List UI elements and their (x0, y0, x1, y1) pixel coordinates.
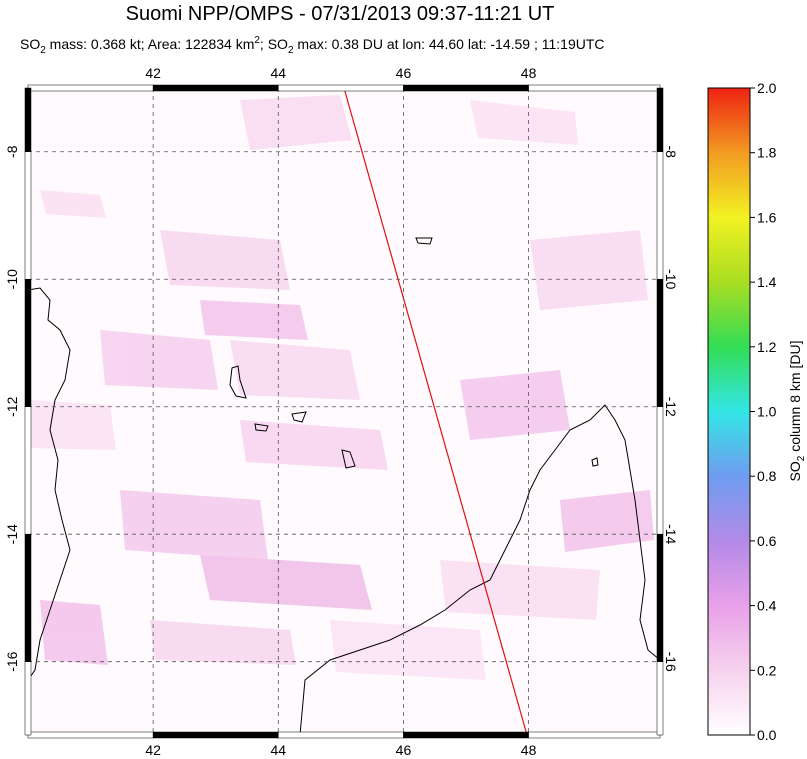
x-tick-label: 46 (396, 742, 412, 758)
subtitle-sup: 2 (254, 35, 260, 46)
frame-segment (656, 278, 664, 407)
y-tick-label: -10 (663, 269, 679, 289)
subtitle-sub: 2 (40, 45, 46, 56)
colorbar-tick-label: 0.0 (757, 727, 777, 743)
colorbar-label: SO2 column 8 km [DU] (787, 341, 807, 482)
colorbar-tick-label: 1.0 (757, 404, 777, 420)
frame-segment (152, 731, 279, 739)
frame-segment (24, 151, 32, 280)
frame-segment (278, 731, 404, 739)
colorbar-tick-label: 2.0 (757, 80, 777, 96)
frame-segment (403, 84, 529, 92)
x-tick-label: 42 (145, 65, 161, 81)
y-tick-label: -8 (4, 145, 20, 158)
y-tick-label: -16 (663, 652, 679, 672)
y-tick-label: -16 (4, 651, 20, 671)
frame-segment (656, 151, 664, 280)
frame-segment (403, 731, 529, 739)
frame-segment (24, 406, 32, 535)
colorbar-tick-label: 0.6 (757, 533, 777, 549)
orbit-track (343, 87, 528, 736)
y-tick-label: -14 (4, 524, 20, 544)
colorbar-tick-label: 0.8 (757, 468, 777, 484)
title: Suomi NPP/OMPS - 07/31/2013 09:37-11:21 … (126, 3, 555, 25)
colorbar-label-part: column 8 km [DU] (787, 341, 803, 456)
frame-segment (24, 278, 32, 407)
x-tick-label: 44 (271, 742, 287, 758)
colorbar-tick-label: 1.4 (757, 274, 777, 290)
x-tick-label: 48 (521, 742, 537, 758)
frame-segment (656, 406, 664, 535)
colorbar-label-part: SO (787, 461, 803, 481)
frame-segment (27, 84, 154, 92)
map (27, 87, 661, 736)
frame-segment (278, 84, 404, 92)
colorbar-tick-label: 0.4 (757, 598, 777, 614)
x-tick-label: 46 (396, 65, 412, 81)
x-tick-label: 42 (145, 742, 161, 758)
subtitle-part: SO (20, 36, 40, 52)
frame-segment (24, 87, 32, 152)
colorbar-label-sub: 2 (796, 455, 807, 461)
frame-segment (528, 731, 661, 739)
frame-segment (27, 731, 154, 739)
y-tick-label: -8 (663, 146, 679, 159)
x-tick-label: 48 (521, 65, 537, 81)
y-tick-label: -12 (663, 397, 679, 417)
so2-swaths (30, 95, 654, 680)
frame-segment (656, 533, 664, 662)
frame-segment (24, 661, 32, 736)
y-tick-label: -14 (663, 524, 679, 544)
colorbar-tick-label: 1.2 (757, 339, 777, 355)
frame-segment (24, 533, 32, 662)
subtitle-part: max: 0.38 DU at lon: 44.60 lat: -14.59 ;… (294, 36, 605, 52)
colorbar-tick-label: 1.6 (757, 209, 777, 225)
subtitle-part: ; SO (260, 36, 288, 52)
frame-segment (656, 661, 664, 736)
colorbar-tick-label: 1.8 (757, 145, 777, 161)
subtitle-sub: 2 (288, 45, 294, 56)
subtitle-part: mass: 0.368 kt; Area: 122834 km (46, 36, 255, 52)
subtitle: SO2 mass: 0.368 kt; Area: 122834 km2; SO… (20, 35, 605, 56)
frame-segment (528, 84, 661, 92)
colorbar-tick-label: 0.2 (757, 662, 777, 678)
frame-segment (656, 87, 664, 152)
y-tick-label: -10 (4, 269, 20, 289)
coastlines (27, 237, 661, 736)
x-tick-label: 44 (271, 65, 287, 81)
frame-segment (152, 84, 279, 92)
colorbar (707, 87, 751, 736)
y-tick-label: -12 (4, 396, 20, 416)
